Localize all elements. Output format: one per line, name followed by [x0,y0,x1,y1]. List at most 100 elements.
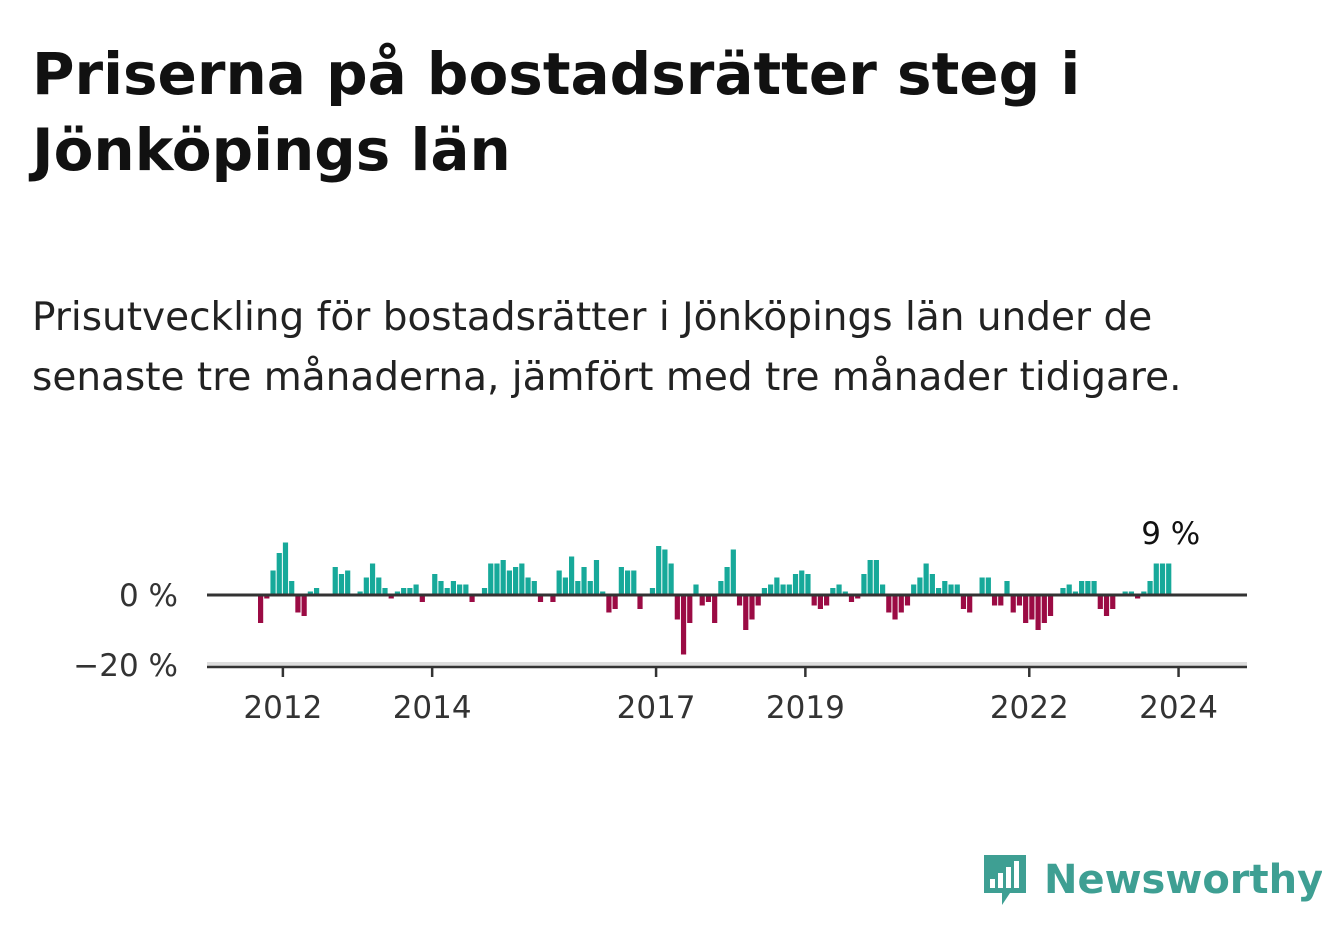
bar [898,595,904,613]
bar [743,595,749,630]
bar [295,595,301,613]
bar [282,542,289,595]
bar [413,584,419,595]
bar [1016,595,1023,606]
x-tick-label: 2014 [393,690,472,726]
bar [985,577,991,595]
bar [270,570,276,595]
bar [935,588,942,595]
bar [1066,584,1072,595]
bar [923,563,929,595]
bar [525,577,531,595]
bar [332,567,338,595]
bar [904,595,911,606]
bar [531,581,537,595]
bar [307,591,313,595]
bar [768,584,774,595]
bar [1103,595,1110,616]
bar [376,577,382,595]
bar [363,577,369,595]
bar [1141,591,1147,595]
bar [1085,581,1091,595]
bar [867,560,873,595]
grid-layer [207,662,1247,668]
bar [1029,595,1035,620]
bar [718,581,724,595]
bar [1060,588,1066,595]
bar [712,595,718,623]
newsworthy-brand[interactable]: Newsworthy [980,850,1322,910]
bar [463,584,469,595]
bar [450,581,457,595]
bar [1097,595,1103,609]
bar [519,563,525,595]
bar [880,584,886,595]
bar [799,570,805,595]
bar [631,570,637,595]
bar [755,595,761,606]
bar [662,549,668,595]
bar [805,574,811,595]
bar [656,546,662,595]
chart-subtitle: Prisutveckling för bostadsrätter i Jönkö… [32,295,1182,400]
bar [1135,595,1141,599]
axis-layer [207,593,1247,677]
bar [886,595,892,613]
bar [1091,581,1097,595]
bar [730,549,736,595]
bar [258,595,264,623]
x-tick-label: 2012 [243,690,322,726]
bar [929,574,935,595]
bar [668,563,674,595]
bar [637,595,643,609]
bar [481,588,488,595]
bar [432,574,438,595]
bar [444,588,450,595]
bar [687,595,693,623]
bar [680,595,687,655]
bar [948,584,954,595]
bar [954,584,960,595]
bar [817,595,823,609]
bar [824,595,830,606]
x-tick-label: 2019 [766,690,845,726]
bar [581,567,587,595]
bar [618,567,624,595]
y-tick-label: 0 % [119,578,178,614]
bar [873,560,879,595]
brand-name: Newsworthy [1044,857,1322,903]
bar [338,574,345,595]
bar [998,595,1004,606]
bar [624,570,631,595]
bar [774,577,780,595]
bar [811,595,817,606]
bar [345,570,351,595]
bar [587,581,593,595]
bar [942,581,948,595]
bar [513,567,519,595]
bar [593,560,600,595]
bar [674,595,680,620]
bar [313,588,320,595]
bar [264,595,270,599]
x-tick-label: 2017 [617,690,696,726]
bar [736,595,743,606]
bar [861,574,867,595]
y-tick-label: −20 % [73,648,178,684]
bar [699,595,705,606]
bar [1072,591,1079,595]
bar [892,595,898,620]
bar [693,584,699,595]
bar [556,570,562,595]
last-value-label: 9 % [1141,516,1200,552]
bar [836,584,842,595]
bar [830,588,836,595]
x-tick-label: 2024 [1139,690,1218,726]
labels-layer: 0 % −20 % 2012 2014 2017 2019 2022 2024 9 % [73,516,1218,726]
bar [705,595,712,602]
bar [357,591,363,595]
bar [1147,581,1153,595]
chart-title: Priserna på bostadsrätter steg i Jönköpi… [32,40,1081,184]
bar [500,560,506,595]
bar [1110,595,1116,609]
